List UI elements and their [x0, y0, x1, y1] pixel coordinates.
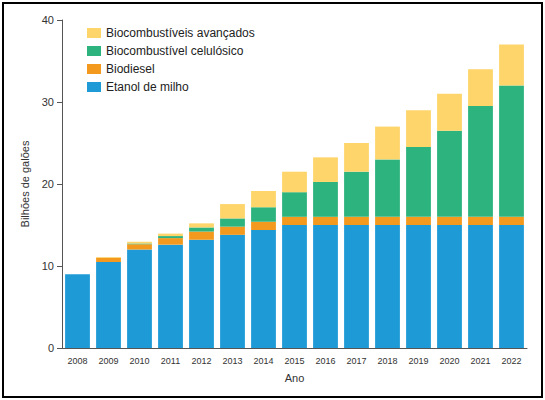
svg-text:10: 10	[42, 260, 54, 272]
svg-text:2018: 2018	[377, 356, 397, 366]
svg-text:2017: 2017	[346, 356, 366, 366]
svg-text:Biocombustíveis avançados: Biocombustíveis avançados	[106, 26, 255, 40]
svg-text:Ano: Ano	[285, 372, 305, 384]
svg-text:2016: 2016	[315, 356, 335, 366]
svg-text:Etanol de milho: Etanol de milho	[106, 80, 189, 94]
svg-text:2021: 2021	[470, 356, 490, 366]
svg-text:0: 0	[48, 342, 54, 354]
svg-text:20: 20	[42, 178, 54, 190]
svg-text:2012: 2012	[191, 356, 211, 366]
svg-text:2010: 2010	[129, 356, 149, 366]
svg-text:2009: 2009	[98, 356, 118, 366]
svg-text:2008: 2008	[67, 356, 87, 366]
svg-text:2020: 2020	[439, 356, 459, 366]
svg-text:Biocombustível celulósico: Biocombustível celulósico	[106, 44, 244, 58]
svg-text:Biodiesel: Biodiesel	[106, 62, 155, 76]
svg-text:40: 40	[42, 14, 54, 26]
svg-text:2014: 2014	[253, 356, 273, 366]
svg-text:2015: 2015	[284, 356, 304, 366]
svg-text:2022: 2022	[501, 356, 521, 366]
svg-text:30: 30	[42, 96, 54, 108]
svg-text:2013: 2013	[222, 356, 242, 366]
svg-text:Bilhões de galões: Bilhões de galões	[19, 140, 31, 227]
svg-text:2019: 2019	[408, 356, 428, 366]
svg-text:2011: 2011	[161, 356, 180, 366]
